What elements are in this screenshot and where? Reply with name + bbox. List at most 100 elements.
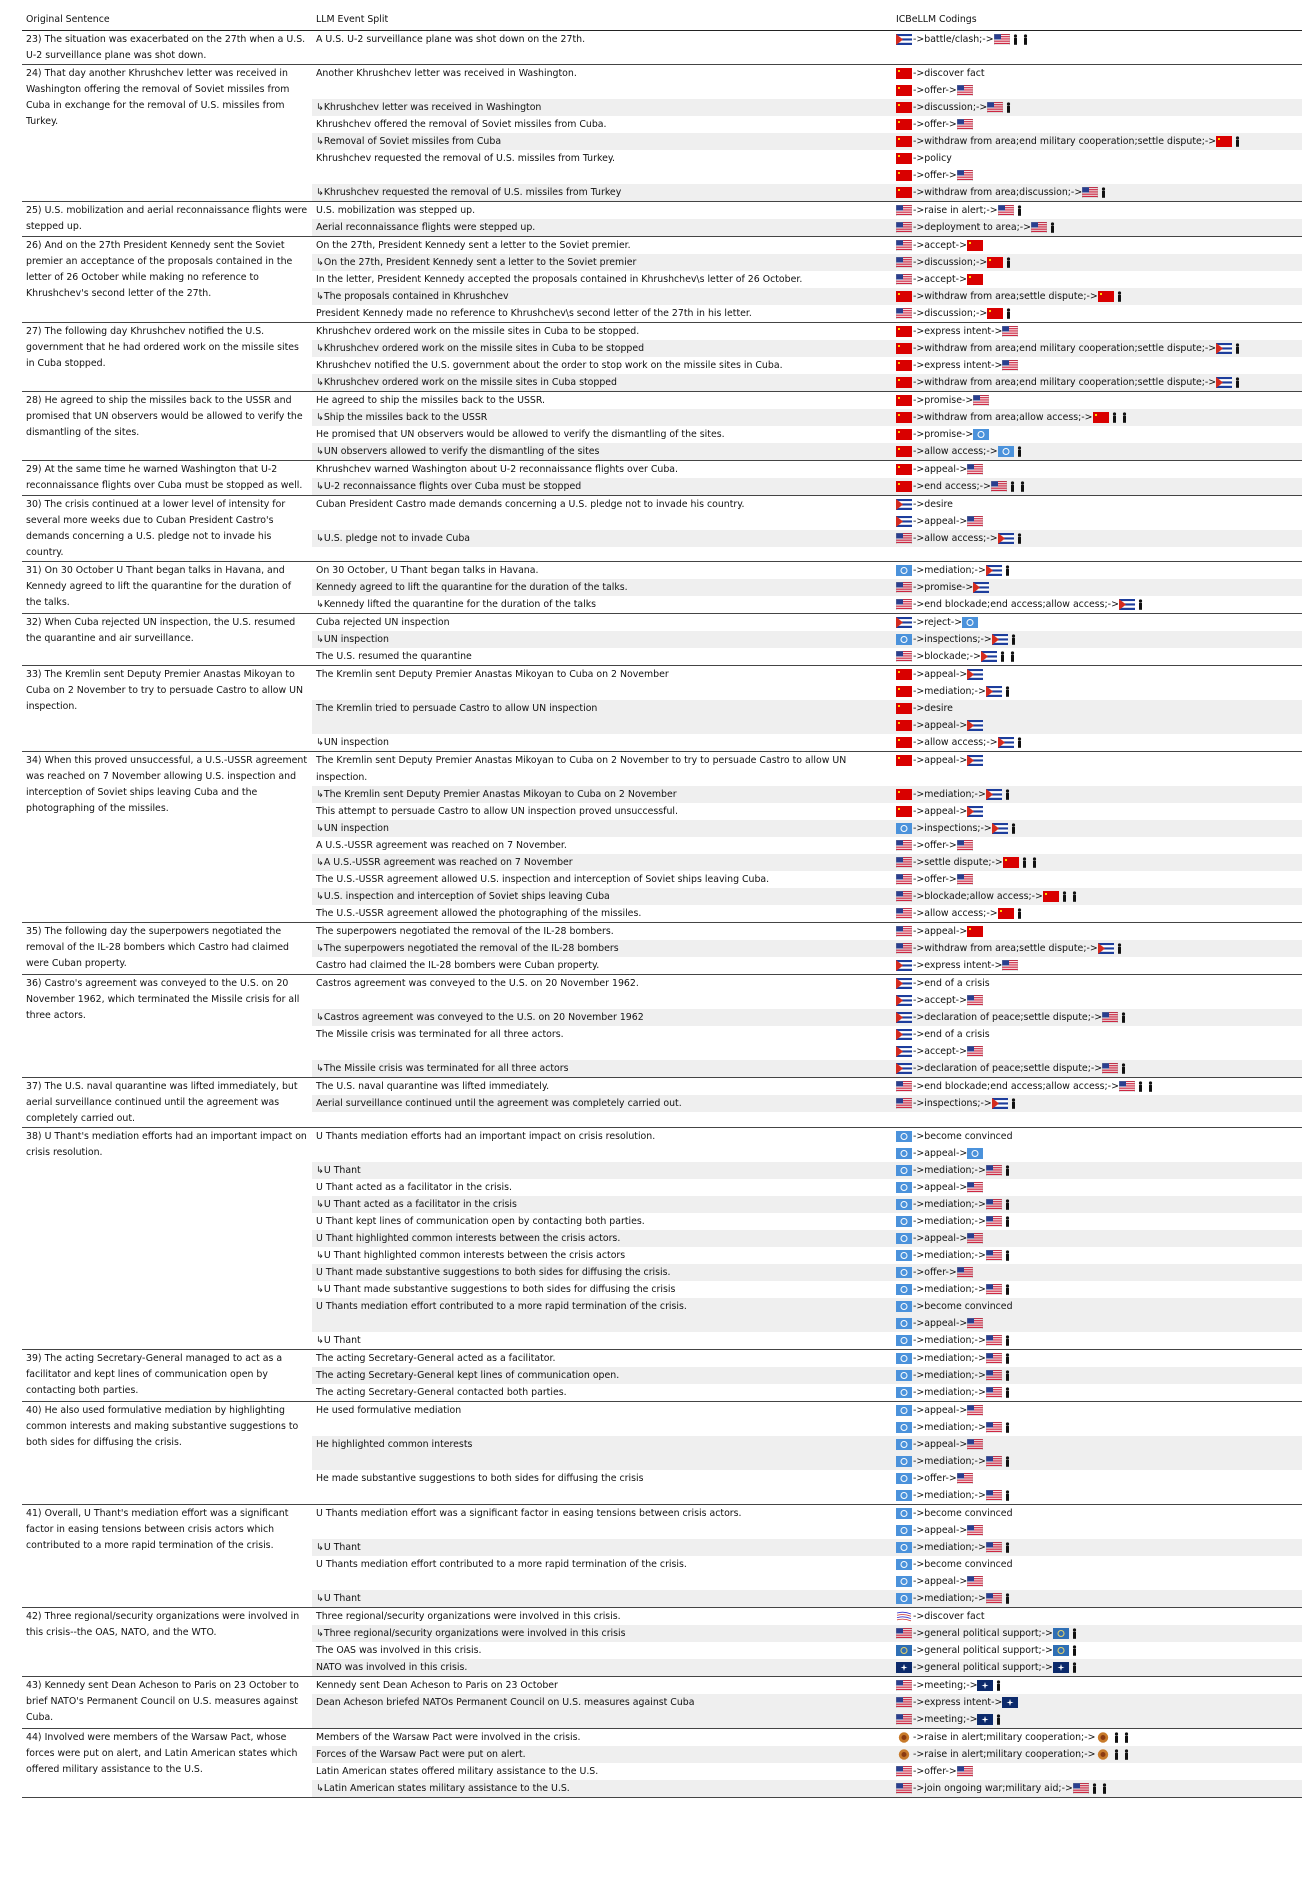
icon-part (896, 499, 903, 510)
icon-part (1007, 102, 1011, 106)
coding-text: ->declaration of peace;settle dispute;-> (913, 1012, 1103, 1023)
event-row: The U.S.-USSR agreement allowed U.S. ins… (312, 871, 1302, 888)
coding-list: ->raise in alert;military cooperation;-> (894, 1729, 1302, 1746)
coding-line: ->mediation;-> (896, 1332, 1300, 1349)
icon-part (896, 621, 912, 624)
icon (1050, 222, 1055, 233)
icon-part (896, 280, 912, 282)
icon-part (985, 1378, 1002, 1380)
icon-part (967, 1148, 984, 1159)
icon (967, 1439, 984, 1450)
coding-text: ->desire (913, 703, 953, 714)
icon-part (896, 1714, 912, 1716)
event-split: Aerial reconnaissance flights were stepp… (316, 222, 536, 233)
coding-line: ->withdraw from area;settle dispute;-> (896, 940, 1300, 957)
original-sentence: 27) The following day Khrushchev notifie… (26, 326, 299, 369)
coding-text: ->appeal-> (913, 720, 968, 731)
icon (896, 960, 912, 971)
event-list: The superpowers negotiated the removal o… (312, 923, 1302, 974)
icon-part (896, 1645, 912, 1656)
coding-list: ->discussion;-> (894, 305, 1302, 322)
event-split: ↳U Thant highlighted common interests be… (316, 1250, 626, 1261)
icon-part (1005, 1168, 1009, 1176)
icon-part (991, 823, 999, 834)
icon-part (987, 106, 1004, 108)
icon (987, 257, 1004, 268)
coding-line: ->offer-> (896, 837, 1300, 854)
icon-part (898, 345, 900, 347)
event-row: Aerial surveillance continued until the … (312, 1095, 1302, 1112)
icon-part (967, 1531, 984, 1533)
icon-part (896, 982, 912, 985)
icon (1112, 412, 1116, 423)
icon-part (1002, 360, 1010, 366)
icon-part (896, 842, 912, 844)
icon-part (896, 720, 912, 731)
icon-part (1118, 599, 1135, 602)
icon-part (973, 584, 990, 587)
icon (1236, 343, 1240, 354)
icon-part (991, 642, 1008, 645)
icon (987, 102, 1004, 113)
icon-part (1092, 1786, 1096, 1794)
icon-part (1102, 1786, 1106, 1794)
table-row: 39) The acting Secretary-General managed… (22, 1350, 1302, 1402)
event-split: ↳Castros agreement was conveyed to the U… (316, 1012, 644, 1023)
icon (1031, 222, 1047, 233)
coding-text: ->allow access;-> (913, 446, 998, 457)
coding-line: ->become convinced (896, 1128, 1300, 1145)
icon-part (1082, 187, 1099, 189)
icon-part (896, 1697, 903, 1703)
icon (991, 823, 1008, 834)
event-split: The acting Secretary-General contacted b… (316, 1387, 567, 1398)
icon-part (1082, 187, 1090, 193)
coding-text: ->withdraw from area;settle dispute;-> (913, 291, 1098, 302)
event-split: NATO was involved in this crisis. (316, 1662, 468, 1673)
icon-part (1005, 1199, 1009, 1203)
coding-list: ->become convinced ->appeal-> (894, 1298, 1302, 1332)
original-sentence: 40) He also used formulative mediation b… (26, 1405, 299, 1448)
icon-part (1100, 1735, 1106, 1740)
icon (991, 634, 1008, 645)
icon-part (896, 34, 912, 37)
icon-part (900, 1424, 908, 1431)
icon-part (898, 688, 900, 690)
coding-text: ->general political support;-> (913, 1645, 1053, 1656)
coding-list: ->offer-> (894, 837, 1302, 854)
icon (985, 1593, 1002, 1604)
coding-line: ->mediation;-> (896, 1247, 1300, 1264)
event-row: ↳The Missile crisis was terminated for a… (312, 1060, 1302, 1077)
icon-part (896, 1705, 912, 1707)
icon-part (896, 1636, 912, 1638)
icon-part (898, 189, 900, 191)
icon-part (896, 464, 912, 475)
icon-part (980, 657, 997, 660)
icon-part (967, 1233, 975, 1239)
icon (1020, 481, 1024, 492)
icon-part (1102, 1014, 1119, 1016)
original-sentence: 30) The crisis continued at a lower leve… (26, 499, 286, 558)
icon-part (966, 1050, 983, 1052)
icon (1092, 1783, 1096, 1794)
icon (896, 1662, 912, 1673)
coding-list: ->appeal-> (894, 1179, 1302, 1196)
icon-part (1082, 193, 1099, 195)
coding-list: ->inspections;-> (894, 1095, 1302, 1112)
icon-part (985, 1341, 1002, 1343)
event-row: ↳UN inspection ->inspections;-> (312, 820, 1302, 837)
icon (1115, 1749, 1119, 1760)
event-row: ↳Khrushchev ordered work on the missile … (312, 340, 1302, 357)
icon-part (898, 705, 900, 707)
icon-part (896, 316, 912, 318)
icon-part (896, 930, 912, 932)
icon-part (956, 172, 973, 174)
icon-part (991, 634, 999, 645)
icon-part (985, 789, 1002, 792)
coding-line: ->mediation;-> (896, 1453, 1300, 1470)
icon-part (967, 1405, 975, 1411)
icon-part (1005, 1216, 1009, 1220)
icon-part (993, 36, 1010, 38)
icon-part (896, 211, 912, 213)
event-row: He promised that UN observers would be a… (312, 426, 1302, 443)
event-split: The Kremlin sent Deputy Premier Anastas … (316, 669, 669, 680)
